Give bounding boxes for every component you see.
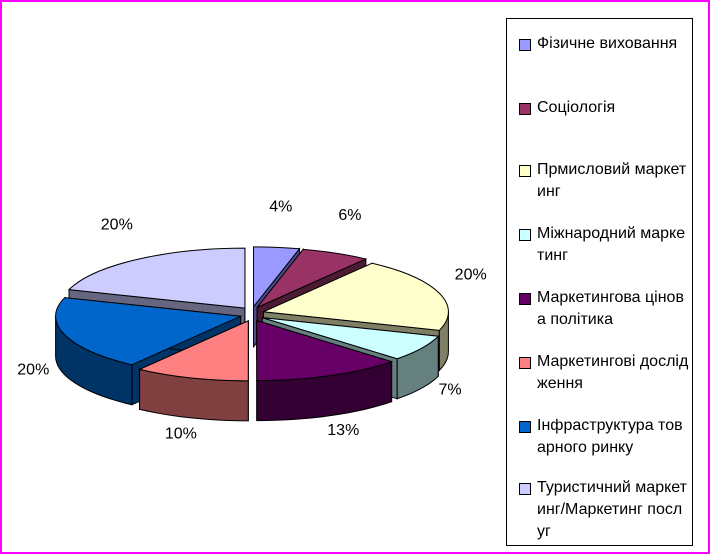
legend-item: Інфраструктура товарного ринку [519,415,689,459]
pie-slice [262,317,440,360]
pie-slice [256,248,368,308]
legend: Фізичне виховання Соціологія Прмисловий ма… [506,18,693,546]
legend-label: Фізичне виховання [537,35,678,52]
slice-percent-label: 6% [338,207,361,224]
legend-swatch [519,357,531,369]
legend-swatch [519,421,531,433]
legend-item: Міжнародний маркетинг [519,223,689,267]
slice-percent-label: 20% [455,266,487,283]
legend-swatch [519,165,531,177]
pie-slice [67,247,246,309]
pie-chart: 4% 6% 20% 7% 13% 10% 20% 20% [17,199,486,443]
slice-percent-label: 20% [101,217,133,234]
pie-slice [252,246,301,309]
legend-label: Маркетингова цінова політика [537,289,684,328]
legend-label: Соціологія [537,99,616,116]
legend-swatch [519,229,531,241]
legend-item: Маркетингова цінова політика [519,287,689,331]
slice-percent-label: 4% [269,199,292,216]
slice-percent-label: 7% [438,382,461,399]
pie-labels: 4% 6% 20% 7% 13% 10% 20% 20% [17,199,486,443]
legend-label: Міжнародний маркетинг [537,225,686,264]
legend-label: Прмисловий маркетинг [537,161,687,200]
slice-percent-label: 10% [165,425,197,442]
pie-slice [137,320,249,382]
legend-item: Маркетингові дослідження [519,351,689,395]
pie-slice [55,297,243,366]
pie-slice [261,262,449,331]
legend-swatch [519,293,531,305]
legend-label: Маркетингові дослідження [537,353,689,392]
legend-item: Соціологія [519,97,689,119]
slice-percent-label: 13% [327,422,359,439]
legend-item: Прмисловий маркетинг [519,159,689,203]
legend-item: Туристичний маркетинг/Маркетинг послуг [519,477,689,543]
legend-label: Туристичний маркетинг/Маркетинг послуг [537,479,687,540]
slice-percent-label: 20% [17,362,49,379]
pie-tops [55,246,449,382]
legend-swatch [519,483,531,495]
legend-swatch [519,39,531,51]
legend-swatch [519,103,531,115]
legend-item: Фізичне виховання [519,33,689,55]
pie-slice [256,319,394,382]
legend-label: Інфраструктура товарного ринку [537,417,683,456]
